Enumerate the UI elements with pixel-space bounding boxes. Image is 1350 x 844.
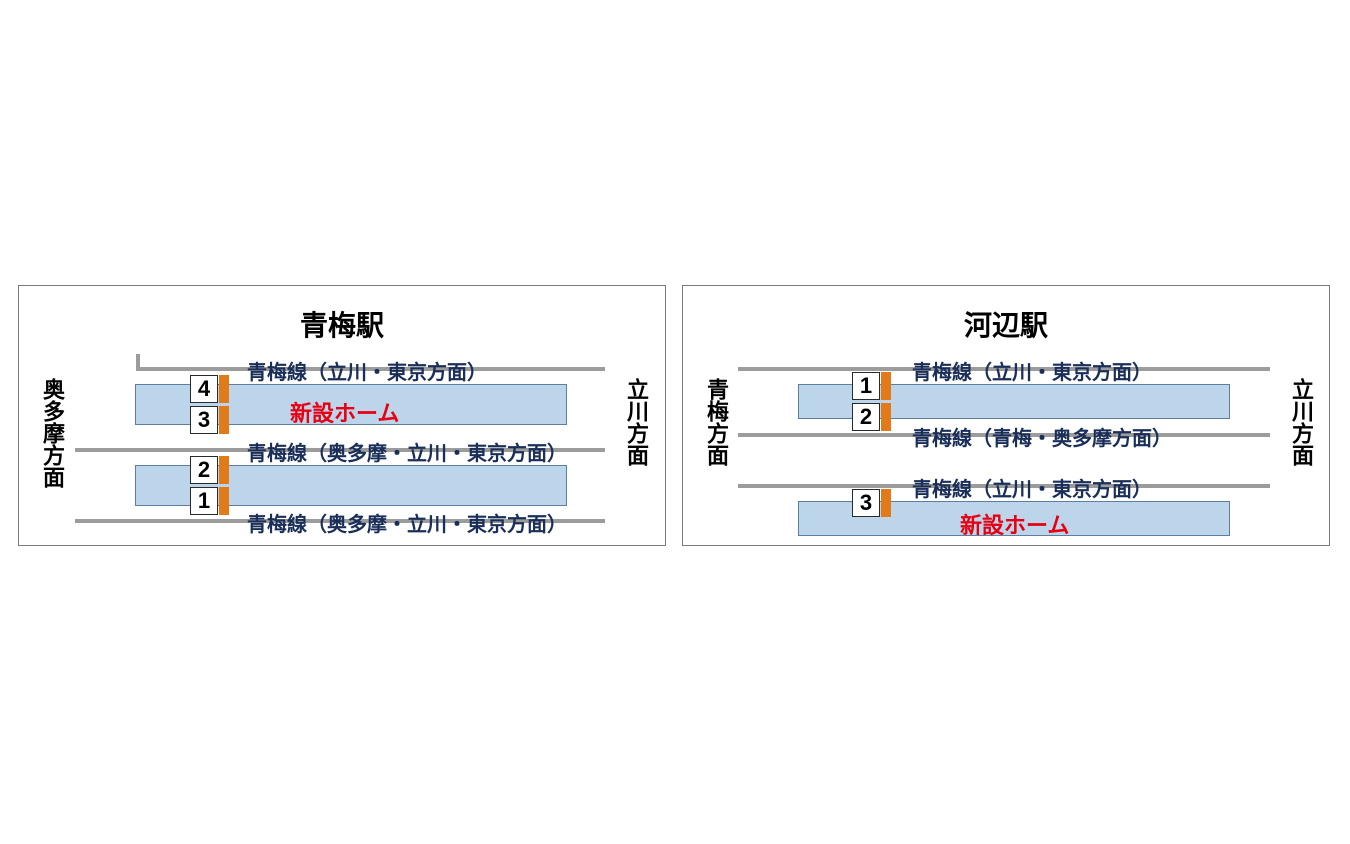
new-label-ome: 新設ホーム bbox=[290, 396, 399, 428]
platform-num-4: 4 bbox=[190, 375, 218, 403]
platform-num-1: 1 bbox=[190, 487, 218, 515]
num-k1-text: 1 bbox=[860, 373, 872, 399]
orange-3 bbox=[219, 406, 229, 434]
orange-k3 bbox=[881, 489, 891, 517]
track-label-ome-3: 青梅線（奥多摩・立川・東京方面） bbox=[247, 508, 567, 537]
track-label-kabe-2: 青梅線（青梅・奥多摩方面） bbox=[912, 422, 1172, 451]
direction-left-ome: 奥多摩方面 bbox=[36, 378, 68, 488]
platform-num-2: 2 bbox=[190, 456, 218, 484]
num-2-text: 2 bbox=[198, 457, 210, 483]
new-label-kabe: 新設ホーム bbox=[960, 508, 1069, 540]
title-ome: 青梅駅 bbox=[19, 304, 665, 344]
platform-num-k2: 2 bbox=[852, 403, 880, 431]
track-label-ome-2: 青梅線（奥多摩・立川・東京方面） bbox=[247, 437, 567, 466]
direction-right-ome: 立川方面 bbox=[620, 378, 652, 466]
direction-left-kabe: 青梅方面 bbox=[700, 378, 732, 466]
num-1-text: 1 bbox=[198, 488, 210, 514]
track-label-kabe-3: 青梅線（立川・東京方面） bbox=[912, 473, 1152, 502]
platform-num-3: 3 bbox=[190, 406, 218, 434]
num-3-text: 3 bbox=[198, 407, 210, 433]
orange-k2 bbox=[881, 403, 891, 431]
direction-right-kabe: 立川方面 bbox=[1285, 378, 1317, 466]
num-4-text: 4 bbox=[198, 376, 210, 402]
orange-2 bbox=[219, 456, 229, 484]
platform-num-k3: 3 bbox=[852, 489, 880, 517]
num-k3-text: 3 bbox=[860, 490, 872, 516]
track-label-ome-1: 青梅線（立川・東京方面） bbox=[247, 356, 487, 385]
title-kabe: 河辺駅 bbox=[683, 304, 1329, 344]
orange-4 bbox=[219, 375, 229, 403]
orange-k1 bbox=[881, 372, 891, 400]
track-label-kabe-1: 青梅線（立川・東京方面） bbox=[912, 356, 1152, 385]
platform-num-k1: 1 bbox=[852, 372, 880, 400]
num-k2-text: 2 bbox=[860, 404, 872, 430]
orange-1 bbox=[219, 487, 229, 515]
